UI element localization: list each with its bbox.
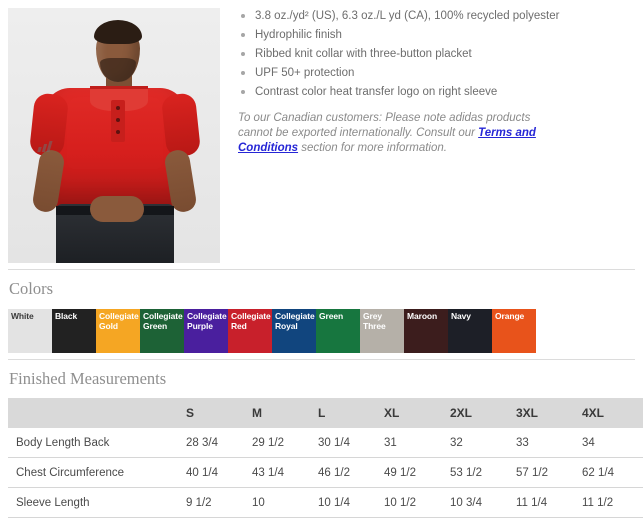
color-swatch-navy[interactable]: Navy (448, 309, 492, 353)
swatch-label: Orange (495, 311, 525, 321)
swatch-label: Navy (451, 311, 471, 321)
color-swatch-collegiate-red[interactable]: Collegiate Red (228, 309, 272, 353)
cell-3xl: 33 (516, 428, 582, 458)
color-swatch-maroon[interactable]: Maroon (404, 309, 448, 353)
measurements-heading: Finished Measurements (9, 369, 167, 388)
color-swatch-collegiate-green[interactable]: Collegiate Green (140, 309, 184, 353)
note-text-after: section for more information. (298, 142, 447, 154)
canadian-customers-note: To our Canadian customers: Please note a… (238, 111, 568, 156)
swatch-label: Grey Three (363, 311, 386, 331)
table-header: S M L XL 2XL 3XL 4XL (8, 398, 643, 428)
color-swatch-collegiate-royal[interactable]: Collegiate Royal (272, 309, 316, 353)
cell-s: 9 1/2 (186, 487, 252, 518)
list-item: UPF 50+ protection (238, 66, 633, 80)
swatch-label: Collegiate Red (231, 311, 271, 331)
color-swatch-list: White Black Collegiate Gold Collegiate G… (8, 309, 643, 353)
placket-button-2 (116, 118, 120, 122)
column-header-3xl: 3XL (516, 398, 582, 428)
swatch-label: Collegiate Purple (187, 311, 227, 331)
cell-3xl: 57 1/2 (516, 457, 582, 488)
swatch-label: White (11, 311, 34, 321)
table-row: Sleeve Length 9 1/2 10 10 1/4 10 1/2 10 … (8, 487, 643, 518)
swatch-label: Green (319, 311, 344, 321)
colors-heading: Colors (9, 279, 54, 298)
cell-m: 43 1/4 (252, 457, 318, 488)
color-swatch-orange[interactable]: Orange (492, 309, 536, 353)
list-item: Hydrophilic finish (238, 28, 633, 42)
cell-2xl: 32 (450, 428, 516, 458)
color-swatch-white[interactable]: White (8, 309, 52, 353)
cell-m: 10 (252, 487, 318, 518)
swatch-label: Maroon (407, 311, 438, 321)
cell-s: 28 3/4 (186, 428, 252, 458)
adidas-logo-icon (37, 140, 54, 152)
column-header-m: M (252, 398, 318, 428)
cell-m: 29 1/2 (252, 428, 318, 458)
color-swatch-collegiate-purple[interactable]: Collegiate Purple (184, 309, 228, 353)
cell-xl: 31 (384, 428, 450, 458)
product-photo[interactable] (8, 8, 220, 263)
cell-2xl: 10 3/4 (450, 487, 516, 518)
color-swatch-grey-three[interactable]: Grey Three (360, 309, 404, 353)
cell-l: 30 1/4 (318, 428, 384, 458)
column-header-s: S (186, 398, 252, 428)
polo-sleeve-right (160, 92, 202, 158)
table-row: Body Length Back 28 3/4 29 1/2 30 1/4 31… (8, 428, 643, 458)
table-header-row: S M L XL 2XL 3XL 4XL (8, 398, 643, 428)
swatch-label: Collegiate Royal (275, 311, 315, 331)
row-label: Chest Circumference (8, 457, 186, 488)
cell-4xl: 62 1/4 (582, 457, 643, 488)
column-header-4xl: 4XL (582, 398, 643, 428)
model-hair (94, 20, 142, 44)
cell-4xl: 11 1/2 (582, 487, 643, 518)
list-item: Ribbed knit collar with three-button pla… (238, 47, 633, 61)
column-header-measurement (8, 398, 186, 428)
measurements-table: S M L XL 2XL 3XL 4XL Body Length Back 28… (8, 398, 643, 518)
swatch-label: Collegiate Gold (99, 311, 139, 331)
color-swatch-collegiate-gold[interactable]: Collegiate Gold (96, 309, 140, 353)
row-label: Sleeve Length (8, 487, 186, 518)
model-hands (90, 196, 144, 222)
cell-xl: 49 1/2 (384, 457, 450, 488)
color-swatch-black[interactable]: Black (52, 309, 96, 353)
list-item: 3.8 oz./yd² (US), 6.3 oz./L yd (CA), 100… (238, 9, 633, 23)
feature-list: 3.8 oz./yd² (US), 6.3 oz./L yd (CA), 100… (238, 9, 633, 99)
color-swatch-green[interactable]: Green (316, 309, 360, 353)
cell-l: 10 1/4 (318, 487, 384, 518)
list-item: Contrast color heat transfer logo on rig… (238, 85, 633, 99)
table-body: Body Length Back 28 3/4 29 1/2 30 1/4 31… (8, 428, 643, 518)
table-row: Chest Circumference 40 1/4 43 1/4 46 1/2… (8, 457, 643, 488)
cell-l: 46 1/2 (318, 457, 384, 488)
section-divider-measurements (8, 359, 635, 360)
placket-button-1 (116, 106, 120, 110)
placket-button-3 (116, 130, 120, 134)
row-label: Body Length Back (8, 428, 186, 458)
column-header-2xl: 2XL (450, 398, 516, 428)
cell-4xl: 34 (582, 428, 643, 458)
note-text-before: To our Canadian customers: Please note a… (238, 112, 531, 139)
cell-3xl: 11 1/4 (516, 487, 582, 518)
product-details: 3.8 oz./yd² (US), 6.3 oz./L yd (CA), 100… (220, 0, 643, 168)
cell-s: 40 1/4 (186, 457, 252, 488)
cell-2xl: 53 1/2 (450, 457, 516, 488)
terms-and-conditions-link[interactable]: Terms and Conditions (238, 127, 536, 154)
cell-xl: 10 1/2 (384, 487, 450, 518)
swatch-label: Collegiate Green (143, 311, 183, 331)
product-overview: 3.8 oz./yd² (US), 6.3 oz./L yd (CA), 100… (8, 0, 643, 263)
column-header-xl: XL (384, 398, 450, 428)
swatch-label: Black (55, 311, 78, 321)
section-divider-colors (8, 269, 635, 270)
column-header-l: L (318, 398, 384, 428)
